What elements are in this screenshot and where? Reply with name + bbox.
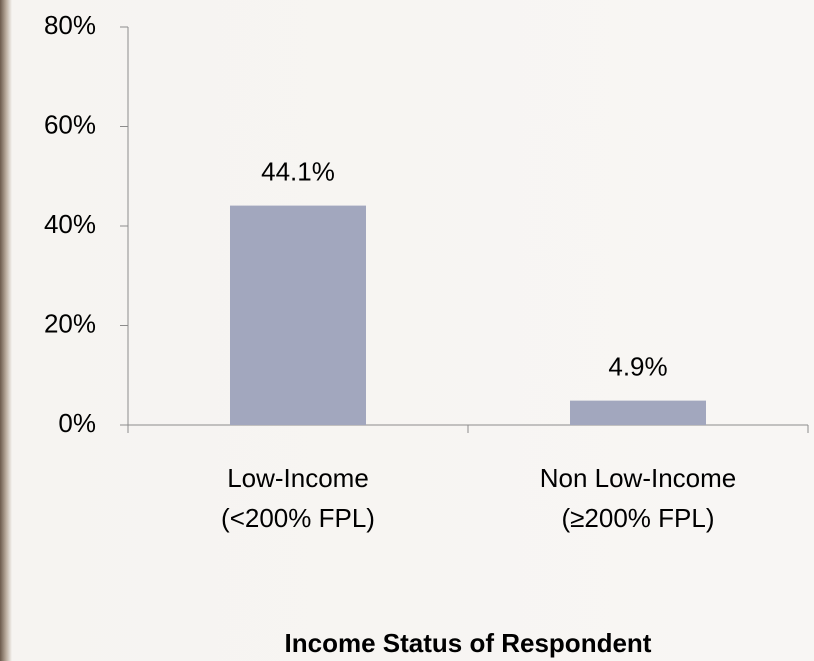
bar (570, 400, 706, 425)
y-tick-label: 40% (44, 209, 96, 239)
x-axis-title: Income Status of Respondent (284, 628, 652, 658)
data-label: 44.1% (261, 156, 335, 186)
y-tick-label: 80% (44, 10, 96, 40)
bar (230, 205, 366, 425)
y-tick-label: 60% (44, 109, 96, 139)
y-tick-label: 20% (44, 308, 96, 338)
x-tick-label: Non Low-Income (≥200% FPL) (539, 463, 737, 533)
data-label: 4.9% (608, 351, 667, 381)
x-tick-label: Low-Income (<200% FPL) (221, 463, 375, 533)
y-tick-label: 0% (58, 408, 96, 438)
